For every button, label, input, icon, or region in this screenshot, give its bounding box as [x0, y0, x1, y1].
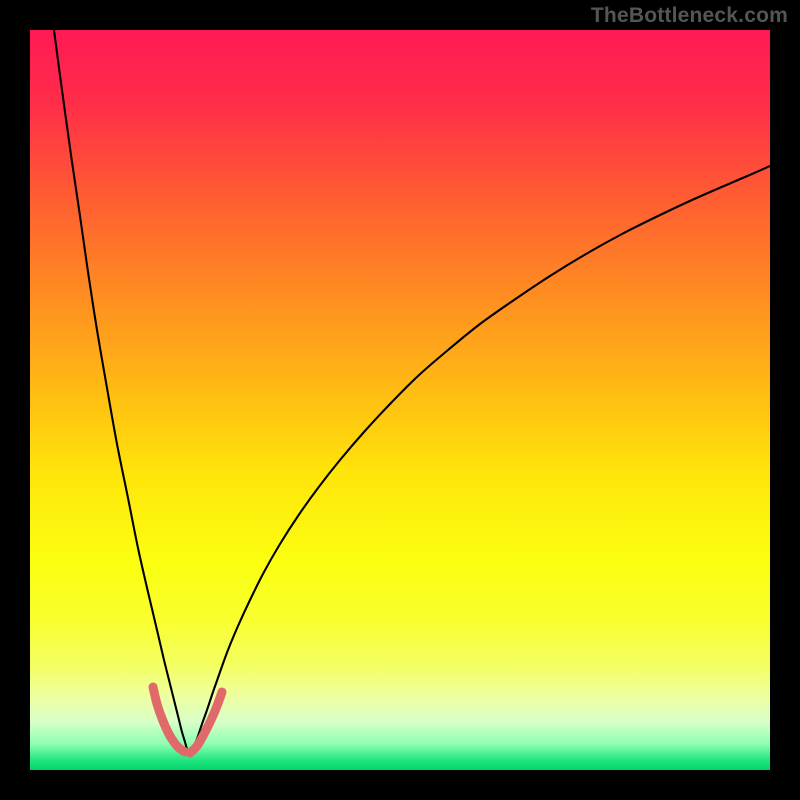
bottleneck-curve: [54, 30, 770, 755]
attribution-label: TheBottleneck.com: [591, 4, 788, 28]
plot-area: [30, 30, 770, 770]
chart-frame: TheBottleneck.com: [0, 0, 800, 800]
notch-marker-right: [190, 692, 222, 753]
curve-layer: [30, 30, 770, 770]
notch-marker-left: [153, 687, 185, 752]
